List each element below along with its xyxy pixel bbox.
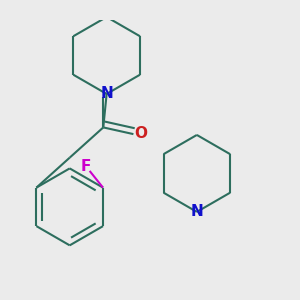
Text: N: N	[190, 204, 203, 219]
Text: F: F	[80, 159, 91, 174]
Text: N: N	[100, 86, 113, 101]
Text: O: O	[134, 126, 147, 141]
